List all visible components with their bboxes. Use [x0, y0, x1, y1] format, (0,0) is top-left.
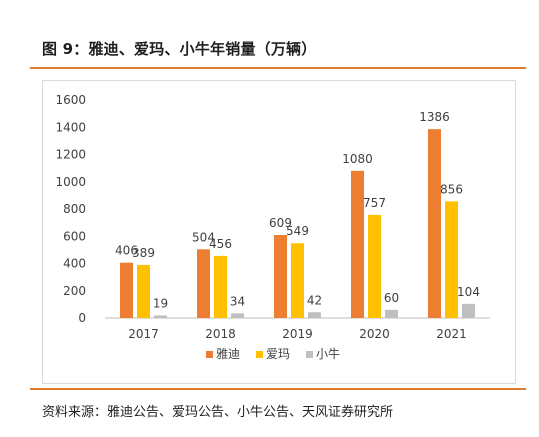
x-tick-label: 2018 — [205, 327, 236, 341]
y-tick-label: 600 — [63, 229, 86, 243]
title-rule — [30, 67, 526, 69]
data-label: 1386 — [419, 110, 450, 124]
y-tick-label: 400 — [63, 257, 86, 271]
data-label: 104 — [457, 285, 480, 299]
bar — [385, 309, 398, 318]
y-tick-label: 1600 — [55, 93, 86, 107]
bar — [368, 214, 381, 318]
bar — [120, 262, 133, 318]
x-tick-label: 2020 — [359, 327, 390, 341]
y-tick-label: 800 — [63, 202, 86, 216]
data-label: 34 — [230, 294, 245, 308]
x-tick-label: 2017 — [128, 327, 159, 341]
data-label: 757 — [363, 196, 386, 210]
data-label: 504 — [192, 230, 215, 244]
bar — [428, 129, 441, 318]
bar — [462, 303, 475, 318]
y-tick-label: 200 — [63, 284, 86, 298]
data-label: 856 — [440, 182, 463, 196]
legend-swatch — [306, 351, 313, 358]
source-rule — [30, 388, 526, 390]
x-tick-label: 2021 — [436, 327, 467, 341]
data-label: 60 — [384, 291, 399, 305]
chart-frame — [42, 80, 516, 384]
data-label: 549 — [286, 224, 309, 238]
figure-title: 图 9：雅迪、爱玛、小牛年销量（万辆） — [42, 40, 317, 58]
source-note: 资料来源：雅迪公告、爱玛公告、小牛公告、天风证券研究所 — [42, 405, 394, 420]
data-label: 19 — [153, 296, 168, 310]
legend-label: 爱玛 — [266, 347, 290, 361]
y-tick-label: 1000 — [55, 175, 86, 189]
bar — [274, 235, 287, 318]
data-label: 389 — [132, 246, 155, 260]
y-tick-label: 0 — [78, 311, 86, 325]
bar — [197, 249, 210, 318]
data-label: 406 — [115, 244, 138, 258]
bar — [231, 313, 244, 318]
data-label: 609 — [269, 216, 292, 230]
legend-swatch — [256, 351, 263, 358]
x-tick-label: 2019 — [282, 327, 313, 341]
bar — [308, 312, 321, 318]
legend-label: 小牛 — [316, 346, 340, 361]
legend-label: 雅迪 — [216, 346, 240, 361]
legend-swatch — [206, 351, 213, 358]
data-label: 42 — [307, 293, 322, 307]
y-tick-label: 1400 — [55, 120, 86, 134]
bar — [351, 170, 364, 318]
data-label: 1080 — [342, 152, 373, 166]
bar — [137, 264, 150, 318]
y-tick-label: 1200 — [55, 148, 86, 162]
data-label: 456 — [209, 237, 232, 251]
bar — [154, 315, 167, 318]
bar — [291, 243, 304, 318]
bar — [214, 255, 227, 318]
bar — [445, 201, 458, 318]
